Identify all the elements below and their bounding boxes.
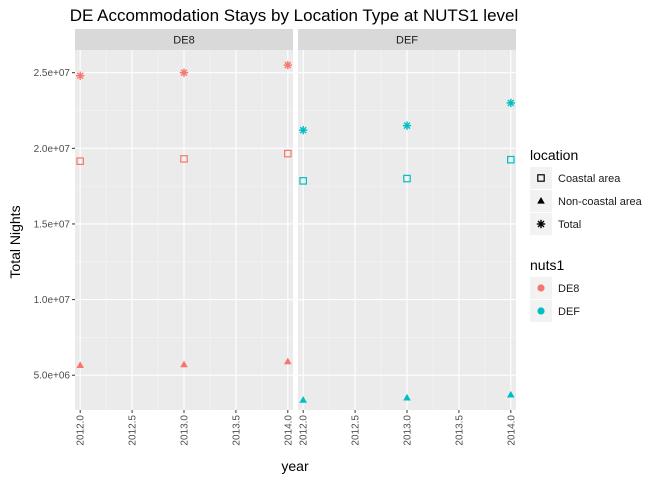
facet-strip bbox=[298, 29, 516, 50]
x-tick-label: 2012.0 bbox=[299, 415, 310, 446]
legend-key-marker bbox=[537, 197, 545, 204]
x-tick-label: 2012.5 bbox=[128, 415, 139, 446]
legend-nuts1: nuts1 DE8 DEF bbox=[530, 257, 580, 322]
data-point bbox=[403, 393, 411, 401]
legend-title: location bbox=[530, 147, 578, 163]
facet-panel-def: DEF 2012.0 2012.5 2013.0 2013.5 2014.0 bbox=[298, 29, 517, 446]
data-point bbox=[299, 396, 307, 403]
legend-title: nuts1 bbox=[530, 257, 564, 273]
data-point bbox=[506, 98, 516, 108]
legend-area: location Coastal area Non-coastal area Tota… bbox=[530, 147, 643, 322]
data-point bbox=[507, 155, 515, 164]
legend-key-marker bbox=[537, 307, 545, 315]
facet-strip-label: DE8 bbox=[173, 35, 194, 47]
legend-entry-label: Coastal area bbox=[558, 173, 621, 185]
legend-entry-label: DE8 bbox=[558, 283, 579, 295]
y-tick-label: 2.0e+07 bbox=[34, 144, 71, 155]
y-axis-label: Total Nights bbox=[7, 205, 23, 278]
data-point bbox=[403, 174, 411, 183]
legend-key-marker bbox=[536, 219, 546, 229]
data-point bbox=[284, 357, 292, 365]
y-tick-label: 1.5e+07 bbox=[34, 219, 71, 230]
x-tick-label: 2014.0 bbox=[506, 415, 517, 446]
data-point bbox=[76, 157, 84, 165]
facet-panel-de8: DE8 2012.0 2012.5 2013.0 2013.5 2014.0 bbox=[75, 29, 294, 446]
data-point bbox=[299, 177, 307, 185]
x-tick-label: 2013.0 bbox=[403, 415, 414, 446]
y-tick-label: 5.0e+06 bbox=[34, 371, 71, 382]
data-point bbox=[298, 125, 308, 135]
legend-entry-label: Non-coastal area bbox=[558, 196, 643, 208]
legend-key-marker bbox=[537, 174, 545, 182]
y-tick-label: 2.5e+07 bbox=[34, 68, 71, 79]
legend-entry-label: DEF bbox=[558, 306, 580, 318]
data-point bbox=[180, 155, 188, 163]
facet-strip-label: DEF bbox=[396, 35, 418, 47]
x-tick-label: 2012.0 bbox=[76, 415, 87, 446]
data-point bbox=[180, 360, 188, 368]
legend-entry-label: Total bbox=[558, 219, 581, 231]
data-point bbox=[402, 121, 412, 130]
legend-key-marker bbox=[537, 284, 545, 292]
legend-location: location Coastal area Non-coastal area Tota… bbox=[530, 147, 643, 235]
facet-strip bbox=[75, 29, 293, 50]
data-point bbox=[76, 361, 84, 368]
x-tick-label: 2013.0 bbox=[180, 415, 191, 446]
data-point bbox=[283, 60, 293, 70]
x-tick-label: 2012.5 bbox=[351, 415, 362, 446]
data-point bbox=[284, 149, 292, 158]
chart-title: DE Accommodation Stays by Location Type … bbox=[70, 6, 519, 25]
data-point bbox=[179, 68, 189, 77]
x-tick-label: 2014.0 bbox=[283, 415, 294, 446]
y-tick-label: 1.0e+07 bbox=[34, 295, 71, 306]
x-axis-label: year bbox=[281, 458, 309, 474]
plot-area: 5.0e+06 1.0e+07 1.5e+07 2.0e+07 2.5e+07 DE8 20… bbox=[34, 29, 517, 446]
data-point bbox=[507, 390, 515, 398]
x-tick-label: 2013.5 bbox=[454, 415, 465, 446]
x-tick-label: 2013.5 bbox=[231, 415, 242, 446]
data-point bbox=[75, 71, 85, 80]
legend-key-background bbox=[530, 167, 552, 189]
